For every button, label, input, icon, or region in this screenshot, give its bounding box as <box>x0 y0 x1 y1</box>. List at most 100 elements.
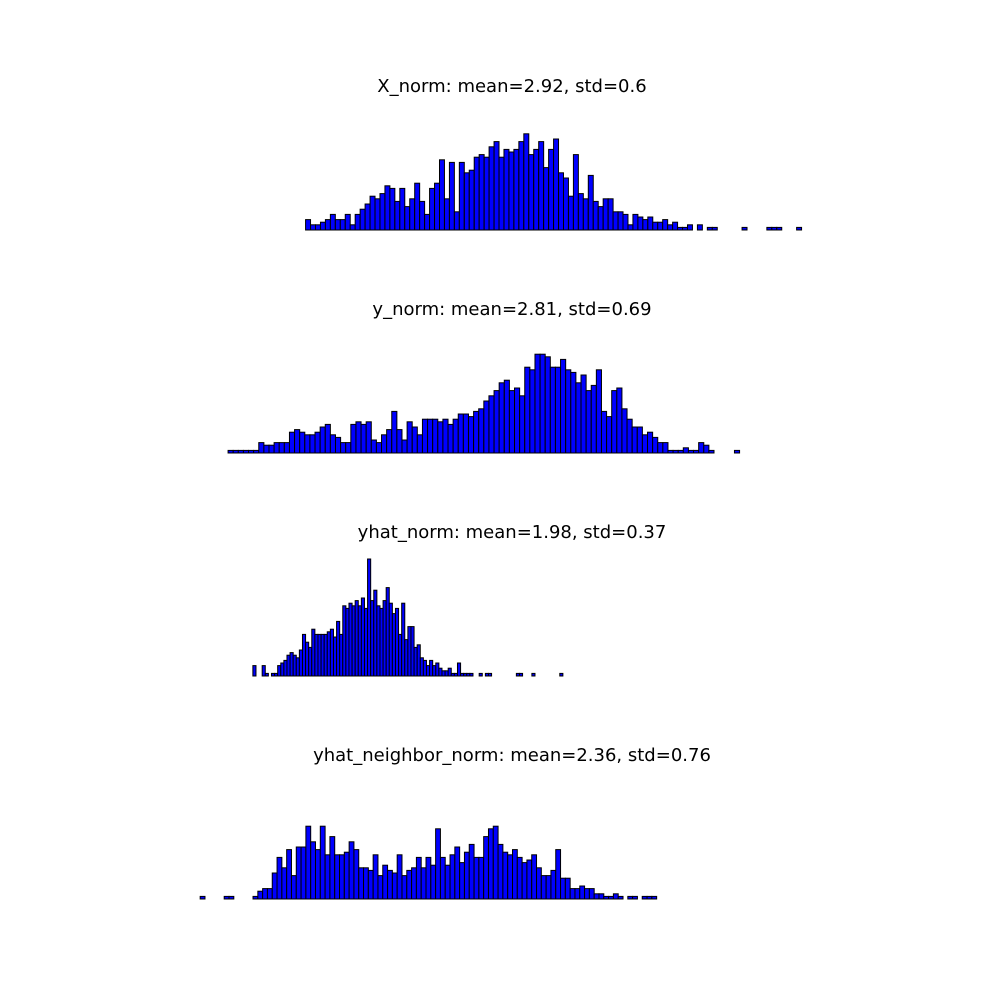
histogram-bar <box>626 418 633 454</box>
histogram-bar <box>456 662 462 677</box>
histogram-bar <box>572 154 579 231</box>
histogram-bar <box>329 836 336 900</box>
histogram-bar <box>355 421 362 454</box>
histogram-bar <box>227 449 234 454</box>
histogram-bar <box>632 895 638 900</box>
histogram-bar <box>268 444 275 454</box>
histogram-bar <box>438 159 445 231</box>
histogram-bar <box>252 665 257 677</box>
histogram-bar <box>374 198 381 231</box>
histogram-bar <box>458 161 465 231</box>
histogram-bar <box>549 366 556 454</box>
histogram-bar <box>652 221 659 231</box>
histogram-bar <box>508 151 515 231</box>
histogram-bar <box>473 156 480 231</box>
histogram-bar <box>314 224 321 231</box>
histogram-bar <box>399 187 406 231</box>
histogram-bar <box>502 851 509 900</box>
histogram-bar <box>488 395 495 454</box>
histogram-bar <box>349 224 356 231</box>
histogram-bar <box>560 358 567 454</box>
histogram-bar <box>543 167 550 231</box>
histogram-bar <box>444 864 451 900</box>
histogram-bar <box>598 893 605 900</box>
histogram-bar <box>487 828 494 900</box>
histogram-bar <box>483 400 490 454</box>
histogram-bar <box>657 221 664 231</box>
histogram-bar <box>536 867 542 900</box>
histogram-bar <box>498 382 505 454</box>
histogram-bar <box>264 672 269 677</box>
histogram-bar <box>575 382 582 454</box>
histogram-bar <box>646 895 653 900</box>
histogram-bar <box>424 213 431 231</box>
histogram-bar <box>252 895 259 900</box>
histogram-bar <box>526 859 533 900</box>
histogram-bar <box>348 841 355 900</box>
histogram-bar <box>439 856 446 900</box>
histogram-bar <box>632 213 639 231</box>
histogram-bar <box>667 224 674 231</box>
histogram-bar <box>513 148 520 231</box>
histogram-bar <box>389 187 396 231</box>
histogram-bar <box>447 423 454 454</box>
histogram-bar <box>305 219 312 231</box>
histogram-bar <box>478 154 485 231</box>
histogram-bar <box>350 423 357 454</box>
histogram-bar <box>467 416 475 454</box>
histogram-bar <box>299 431 306 454</box>
histogram-bar <box>569 888 576 900</box>
histogram-bar <box>463 851 470 900</box>
chart-title: yhat_norm: mean=1.98, std=0.37 <box>358 522 667 543</box>
histogram-bar <box>463 172 470 231</box>
histogram-bar <box>232 449 239 454</box>
histogram-bar <box>651 895 658 900</box>
histogram-bar <box>565 369 572 454</box>
histogram-bar <box>560 877 566 900</box>
histogram-bar <box>693 449 700 454</box>
chart-title: yhat_neighbor_norm: mean=2.36, std=0.76 <box>313 745 711 766</box>
histogram-bar <box>273 442 280 454</box>
histogram-bar <box>430 864 437 900</box>
histogram-bar <box>600 410 608 454</box>
histogram-bar <box>360 423 367 454</box>
histogram-bar <box>521 862 528 900</box>
histogram-bar <box>507 854 514 900</box>
histogram-bar <box>567 195 574 231</box>
histogram-bar <box>602 198 609 231</box>
histogram-bar <box>478 672 483 677</box>
histogram-bar <box>300 846 307 900</box>
histogram-bar <box>382 864 389 900</box>
histogram-bar <box>447 667 452 677</box>
histogram-bar <box>617 895 624 900</box>
histogram-bar <box>523 133 530 231</box>
histogram-bar <box>334 436 342 454</box>
histogram-bar <box>319 221 326 231</box>
histogram-bar <box>340 442 347 454</box>
histogram-bar <box>228 895 235 900</box>
histogram-bar <box>627 224 634 231</box>
histogram-bar <box>708 449 715 454</box>
histogram-bar <box>771 226 778 231</box>
histogram-bar <box>406 869 413 900</box>
histogram-bar <box>579 885 586 900</box>
histogram-bar <box>394 200 401 231</box>
histogram-bar <box>354 213 361 231</box>
histogram-bar <box>647 216 654 231</box>
histogram-bar <box>545 875 552 900</box>
histogram-bar <box>429 187 436 231</box>
histogram-bar <box>585 390 592 454</box>
histogram-bar <box>396 854 403 900</box>
histogram-bar <box>344 213 351 231</box>
histogram-bar <box>411 867 417 900</box>
histogram-bar <box>641 434 649 454</box>
histogram-bar <box>365 421 372 454</box>
histogram-bar <box>434 182 440 231</box>
histogram-bar <box>514 387 521 454</box>
histogram-bar <box>550 869 557 900</box>
histogram-bar <box>334 219 341 231</box>
histogram-bar <box>534 353 541 454</box>
histogram-bar <box>421 418 429 454</box>
histogram-bar <box>468 169 475 231</box>
histogram-bar <box>409 198 416 231</box>
